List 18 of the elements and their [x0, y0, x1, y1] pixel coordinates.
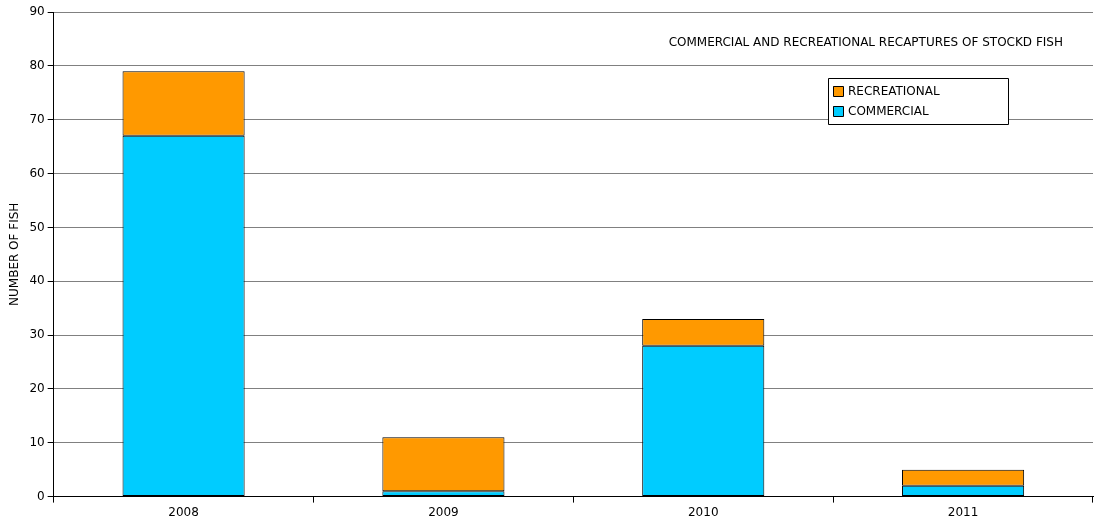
y-tick-label: 10 [29, 434, 45, 449]
x-tick-label: 2010 [687, 504, 719, 519]
y-tick-label: 60 [29, 165, 45, 180]
y-axis-title: NUMBER OF FISH [7, 202, 22, 306]
y-tick-label: 90 [29, 4, 45, 19]
x-tick-label: 2009 [428, 504, 459, 519]
y-tick-label: 70 [29, 111, 45, 126]
legend-label: RECREATIONAL [848, 84, 940, 99]
y-tick-label: 0 [37, 488, 45, 503]
x-tick-label: 2011 [947, 504, 979, 519]
y-tick-label: 80 [29, 57, 45, 72]
y-tick-label: 20 [29, 381, 45, 396]
y-tick-label: 30 [29, 327, 45, 342]
x-tick-label: 2008 [168, 504, 199, 519]
y-tick-label: 50 [29, 219, 45, 234]
legend-label: COMMERCIAL [848, 104, 929, 119]
y-tick-label: 40 [29, 273, 45, 288]
text: COMMERCIAL AND RECREATIONAL RECAPTURES OF STOCKD FISH [668, 35, 1063, 50]
